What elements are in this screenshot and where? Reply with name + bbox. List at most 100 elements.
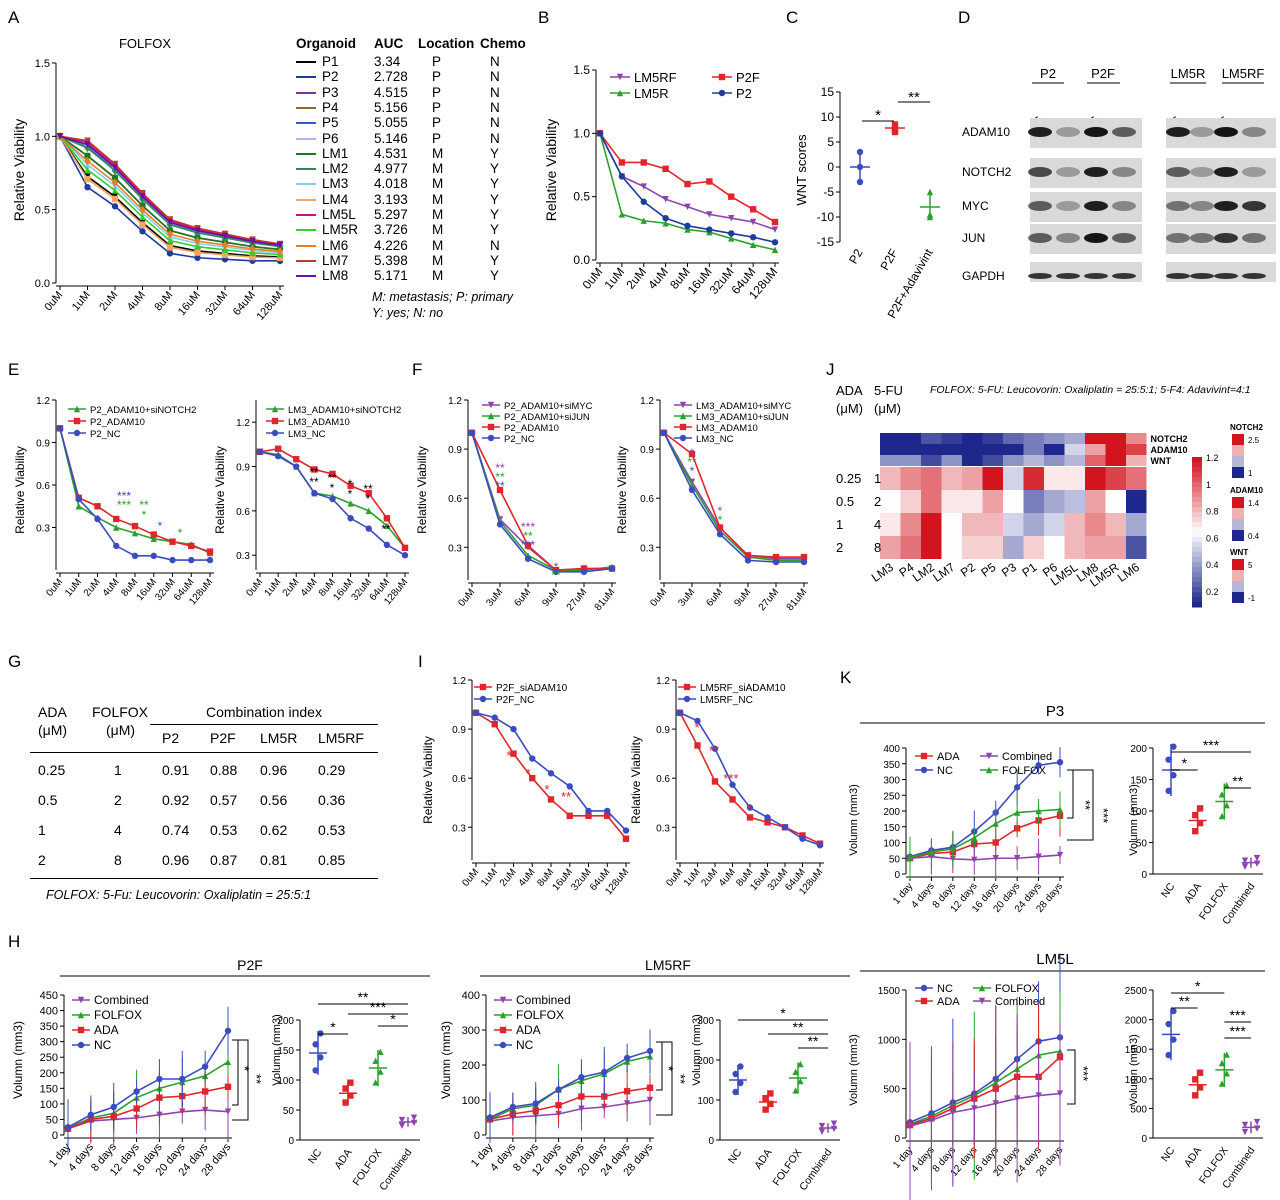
f-right-xtick-label: 81uM xyxy=(785,587,810,613)
i-right-legend-label: LM5RF_NC xyxy=(700,695,753,706)
k-p3-legend-label: Combined xyxy=(1002,751,1052,763)
k-lm5l-point xyxy=(992,1100,999,1107)
j-scale-label: 0.6 xyxy=(1206,533,1219,543)
h-lm5rf-point xyxy=(578,1074,585,1081)
k-p3-sig: *** xyxy=(1096,808,1111,823)
j-annot-cell xyxy=(982,455,1003,466)
a-legend-auc: 3.34 xyxy=(374,54,401,69)
k-p3-dot-sig: ** xyxy=(1232,773,1243,789)
a-xtick-label: 16uM xyxy=(176,289,203,318)
a-legend-location: M xyxy=(432,145,444,161)
e-right-point xyxy=(347,500,354,507)
j-heat-cell xyxy=(921,513,942,536)
f-left-point xyxy=(608,565,616,572)
e-right-sig: * xyxy=(366,492,371,506)
a-legend-organoid: P2 xyxy=(322,69,339,85)
j-annot-cell xyxy=(941,433,962,444)
panel-e-left-ylabel: Relative Viability xyxy=(13,446,27,534)
b-point xyxy=(706,226,713,233)
e-right-xtick-label: 0uM xyxy=(244,577,265,599)
j-annot-cell xyxy=(900,455,921,466)
k-p3-dot-ytick-label: 50 xyxy=(1136,839,1148,850)
i-right-xtick-label: 0uM xyxy=(664,867,685,889)
f-left-series-P2_ADAM10 xyxy=(471,432,612,571)
e-left-point xyxy=(150,535,157,543)
h-lm5rf-ytick-label: 200 xyxy=(462,1060,480,1072)
j-annot-cell xyxy=(962,455,983,466)
b-legend-marker xyxy=(616,73,624,81)
d-band-label: MYC xyxy=(962,199,989,213)
h-lm5rf-dot-sig: ** xyxy=(808,1033,819,1049)
i-left-xtick-label: 0uM xyxy=(460,867,481,889)
c-ytick-label: -10 xyxy=(817,210,835,224)
f-right-series-LM3_ADAM10+siMYC xyxy=(663,432,804,560)
e-right-point xyxy=(365,489,372,497)
panel-f-right-ylabel: Relative Viability xyxy=(615,446,629,534)
b-point xyxy=(749,218,757,226)
h-lm5rf-dot-point xyxy=(762,1095,769,1102)
f-left-legend-label: P2_ADAM10 xyxy=(504,423,559,434)
j-heat-cell xyxy=(1003,467,1024,490)
j-scale-label: 1 xyxy=(1206,480,1211,490)
j-scale-step xyxy=(1192,482,1202,488)
h-p2f-dot-point xyxy=(410,1119,418,1127)
c-cat-label: P2F xyxy=(877,247,900,273)
g-cell: 0.57 xyxy=(210,792,238,808)
i-right-point xyxy=(764,814,771,821)
f-right-point xyxy=(800,553,808,561)
e-left-point xyxy=(75,503,82,510)
j-ada-unit: (μM) xyxy=(836,401,863,416)
j-col-label: P1 xyxy=(1019,560,1039,580)
k-lm5l-dot-point xyxy=(1253,1118,1261,1126)
e-right-ytick-label: 0.3 xyxy=(236,551,250,562)
f-right-point xyxy=(772,553,780,561)
g-h-folfox-unit: (μM) xyxy=(106,722,136,738)
j-row-ada: 0.5 xyxy=(836,494,854,509)
e-left-point xyxy=(150,552,157,560)
i-left-point xyxy=(547,796,555,803)
a-ytick-label: 1.5 xyxy=(35,58,50,70)
a-point xyxy=(111,174,119,181)
f-right-xtick-label: 6uM xyxy=(704,587,725,609)
i-left-point xyxy=(585,812,592,820)
j-scale-step xyxy=(1192,522,1202,528)
i-right-xtick-label: 2uM xyxy=(699,867,720,889)
j-legend-swatch xyxy=(1232,530,1244,541)
f-right-point xyxy=(744,552,752,559)
h-p2f-ytick-label: 50 xyxy=(46,1114,58,1126)
j-heat-cell xyxy=(880,536,901,559)
j-heat-cell xyxy=(900,467,921,490)
a-legend-location: P xyxy=(432,99,442,115)
panel-label-h: H xyxy=(8,932,21,951)
c-ytick-label: 15 xyxy=(821,85,835,99)
col-location: Location xyxy=(418,36,475,51)
a-point xyxy=(166,230,174,239)
a-legend-auc: 4.226 xyxy=(374,237,408,253)
c-sig: * xyxy=(875,107,881,124)
f-left-point xyxy=(580,568,588,576)
b-point xyxy=(728,193,735,200)
d-band xyxy=(1214,127,1238,137)
i-left-point xyxy=(566,812,573,820)
a-point xyxy=(221,251,229,259)
f-left-sig: ** xyxy=(495,461,505,475)
e-right-legend-marker xyxy=(271,405,279,413)
b-legend-marker xyxy=(718,89,726,97)
e-right-point xyxy=(347,515,354,522)
h-lm5rf-ytick-label: 0 xyxy=(474,1130,480,1142)
h-p2f-dot-ytick-label: 200 xyxy=(277,1016,294,1027)
h-lm5rf-dot-ytick-label: 100 xyxy=(697,1096,714,1107)
i-left-ytick-label: 0.6 xyxy=(452,774,466,785)
c-point xyxy=(926,211,934,218)
j-heat-cell xyxy=(941,513,962,536)
k-p3-series-ADA xyxy=(909,814,1061,860)
j-heat-cell xyxy=(941,467,962,490)
i-right-point xyxy=(694,717,701,725)
b-point xyxy=(662,196,669,203)
k-lm5l-dot-cat-label: NC xyxy=(1159,1145,1178,1165)
d-band xyxy=(1166,201,1190,211)
f-left-legend-label: P2_ADAM10+siMYC xyxy=(504,401,593,412)
a-xtick-label: 4uM xyxy=(125,289,148,313)
a-legend-chemo: N xyxy=(490,54,500,69)
d-band xyxy=(1242,233,1266,243)
